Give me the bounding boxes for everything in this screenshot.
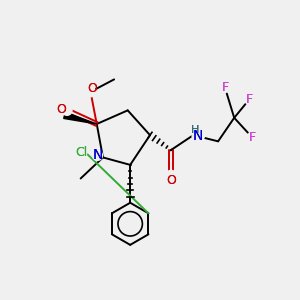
Text: O: O bbox=[57, 103, 67, 116]
Text: N: N bbox=[92, 148, 103, 162]
Circle shape bbox=[62, 105, 72, 115]
Text: O: O bbox=[57, 103, 67, 116]
Text: H: H bbox=[190, 125, 199, 135]
Circle shape bbox=[166, 170, 176, 180]
Text: F: F bbox=[221, 81, 229, 94]
Text: F: F bbox=[248, 131, 256, 144]
Circle shape bbox=[245, 95, 254, 104]
Text: F: F bbox=[246, 93, 253, 106]
Circle shape bbox=[190, 125, 199, 134]
Text: Cl: Cl bbox=[75, 146, 88, 159]
Text: N: N bbox=[92, 148, 103, 162]
Circle shape bbox=[92, 151, 102, 160]
Text: F: F bbox=[221, 81, 229, 94]
Text: Cl: Cl bbox=[75, 146, 88, 159]
Text: N: N bbox=[193, 129, 203, 142]
Text: O: O bbox=[87, 82, 97, 94]
Text: O: O bbox=[166, 174, 176, 187]
Text: O: O bbox=[166, 174, 176, 187]
Circle shape bbox=[220, 83, 230, 92]
Circle shape bbox=[192, 129, 205, 142]
Circle shape bbox=[76, 147, 87, 158]
Text: O: O bbox=[87, 82, 97, 94]
Circle shape bbox=[85, 87, 95, 97]
Text: F: F bbox=[248, 131, 256, 144]
Polygon shape bbox=[64, 112, 97, 124]
Text: F: F bbox=[246, 93, 253, 106]
Text: N: N bbox=[193, 129, 203, 142]
Text: H: H bbox=[190, 125, 199, 135]
Circle shape bbox=[248, 133, 256, 142]
